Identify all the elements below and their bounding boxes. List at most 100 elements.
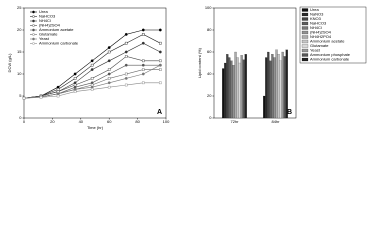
legend-label: NaHCO3: [39, 14, 56, 19]
x-tick-label: 72hr: [230, 119, 239, 124]
data-point: [159, 41, 162, 45]
data-point: [107, 46, 111, 49]
legend-marker: [32, 42, 35, 45]
data-point: [90, 83, 94, 87]
bar: [283, 56, 286, 119]
y-tick-label: 60: [207, 49, 212, 54]
bar: [285, 49, 288, 119]
y-tick-label: 40: [207, 71, 212, 76]
legend-label: Ammonium acetate: [39, 27, 74, 32]
bar: [271, 54, 274, 119]
legend-label: NH4H2PO4: [310, 34, 332, 39]
bar: [263, 95, 266, 119]
data-point: [107, 85, 111, 89]
legend-label: Yeast: [310, 48, 321, 53]
legend-marker: [32, 28, 35, 32]
legend-swatch: [301, 48, 309, 53]
y-tick-label: 100: [205, 5, 212, 10]
data-point: [73, 81, 77, 85]
data-point: [141, 72, 145, 76]
legend-marker: [32, 10, 35, 14]
legend-label: Yeast: [39, 36, 50, 41]
data-point: [159, 81, 162, 85]
data-point: [124, 33, 128, 36]
data-point: [73, 72, 77, 76]
bar: [242, 59, 245, 119]
legend-swatch: [301, 39, 309, 44]
figure: 0 5 10 15 20 25 DCW (g/L) A 0 20 40 60 80 100 Time (hr…: [7, 5, 367, 130]
legend-marker: [32, 15, 35, 18]
legend-label: NH4Cl: [39, 18, 51, 23]
y-tick-label: 0: [19, 115, 22, 120]
x-tick-label: 100: [163, 119, 170, 124]
data-point: [107, 68, 111, 71]
legend-label: NH4Cl: [310, 25, 322, 30]
data-point: [56, 90, 60, 93]
data-point: [56, 88, 60, 91]
panel-label: B: [287, 109, 292, 116]
data-point: [124, 83, 128, 87]
data-point: [158, 50, 162, 54]
bar: [265, 57, 268, 119]
x-tick-label: 40: [79, 119, 84, 124]
data-point: [124, 55, 128, 58]
data-point: [124, 50, 128, 54]
panel-label: A: [157, 109, 162, 116]
data-point: [107, 72, 111, 76]
legend-label: Ammonium acetate: [310, 39, 345, 44]
data-point: [107, 81, 111, 85]
data-point: [159, 68, 162, 71]
data-point: [159, 59, 162, 63]
data-point: [107, 77, 111, 80]
data-point: [141, 63, 145, 67]
bar: [277, 54, 280, 119]
x-axis-label: Time (hr): [87, 125, 104, 130]
data-point: [90, 68, 94, 72]
legend-label: (NH4)2SO4: [310, 30, 332, 35]
data-point: [141, 81, 145, 85]
legend-swatch: [301, 8, 309, 12]
legend-marker: [32, 24, 35, 27]
legend-marker: [32, 33, 35, 36]
legend-swatch: [301, 53, 309, 57]
data-point: [124, 41, 128, 45]
bar: [269, 60, 272, 119]
y-tick-label: 20: [17, 27, 22, 32]
data-point: [141, 28, 145, 32]
y-tick-label: 0: [209, 115, 212, 120]
x-tick-label: 20: [50, 119, 55, 124]
legend-label: NaHCO3: [310, 21, 327, 26]
data-point: [107, 59, 111, 63]
legend-label: (NH4)2SO4: [39, 23, 61, 28]
data-point: [56, 94, 60, 98]
data-point: [158, 28, 162, 32]
bar: [275, 49, 278, 119]
bar: [267, 51, 270, 119]
data-point: [73, 77, 77, 80]
data-point: [90, 81, 94, 85]
bar: [226, 54, 229, 119]
bar: [230, 60, 233, 119]
legend-swatch: [301, 35, 309, 39]
legend-label: Ammonium carbonate: [39, 41, 79, 46]
bar: [240, 55, 243, 119]
data-point: [73, 90, 77, 93]
bar: [222, 68, 225, 119]
data-point: [90, 77, 94, 80]
legend-swatch: [301, 21, 309, 26]
data-point: [141, 68, 145, 71]
data-point: [141, 59, 145, 63]
y-tick-label: 15: [17, 49, 22, 54]
x-tick-label: 60: [107, 119, 112, 124]
data-point: [124, 77, 128, 80]
data-point: [22, 96, 26, 100]
data-point: [73, 88, 77, 91]
legend-label: NaNO3: [310, 12, 324, 17]
legend-swatch: [301, 12, 309, 17]
bar: [281, 51, 284, 119]
data-point: [90, 59, 94, 63]
data-point: [141, 33, 145, 36]
legend-swatch: [301, 57, 309, 62]
data-point: [107, 50, 111, 54]
y-tick-label: 10: [17, 71, 22, 76]
